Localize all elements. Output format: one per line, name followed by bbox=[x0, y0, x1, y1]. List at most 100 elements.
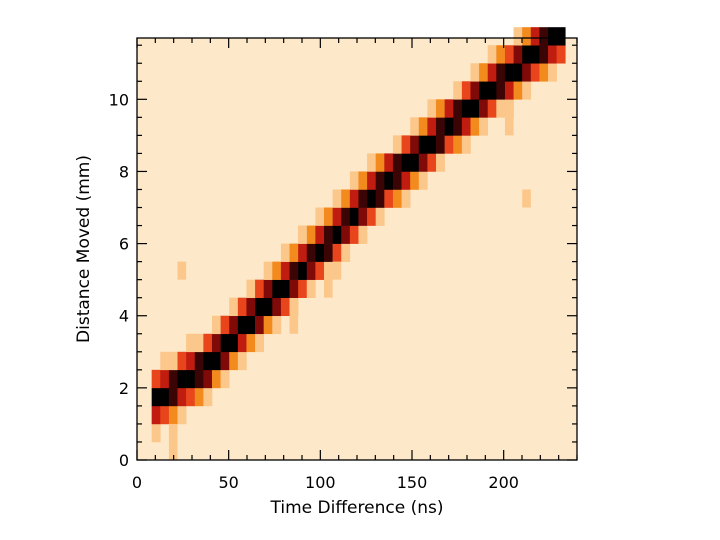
heatmap-cell bbox=[186, 369, 196, 389]
heatmap-cell bbox=[160, 351, 170, 371]
heatmap-cell bbox=[401, 189, 411, 208]
heatmap-cell bbox=[194, 351, 204, 371]
x-tick-label: 150 bbox=[397, 473, 428, 492]
heatmap-cell bbox=[461, 117, 471, 136]
heatmap-cell bbox=[203, 369, 213, 389]
heatmap-cell bbox=[220, 369, 230, 389]
heatmap-cell bbox=[289, 297, 299, 317]
heatmap-cell bbox=[298, 279, 308, 298]
heatmap-cell bbox=[427, 117, 437, 136]
heatmap-cell bbox=[177, 405, 187, 425]
x-tick-label: 50 bbox=[218, 473, 238, 492]
heatmap-cell bbox=[539, 63, 549, 82]
heatmap-cell bbox=[177, 387, 187, 407]
heatmap-cell bbox=[272, 297, 282, 317]
y-tick-label: 8 bbox=[119, 162, 129, 181]
heatmap-cell bbox=[427, 135, 437, 154]
heatmap-cell bbox=[203, 351, 213, 371]
heatmap-cells bbox=[151, 27, 566, 460]
heatmap-cell bbox=[410, 117, 420, 136]
heatmap-cell bbox=[461, 135, 471, 154]
heatmap-cell bbox=[444, 99, 454, 118]
heatmap-cell bbox=[436, 99, 445, 118]
heatmap-cell bbox=[177, 351, 187, 371]
heatmap-cell bbox=[522, 81, 532, 100]
heatmap-cell bbox=[341, 243, 351, 262]
heatmap-cell bbox=[522, 27, 532, 46]
heatmap-cell bbox=[487, 63, 497, 82]
heatmap-cell bbox=[151, 423, 161, 443]
heatmap-cell bbox=[427, 99, 437, 118]
heatmap-cell bbox=[168, 405, 178, 425]
heatmap-cell bbox=[470, 99, 480, 118]
heatmap-cell bbox=[522, 63, 532, 82]
heatmap-cell bbox=[349, 171, 359, 190]
heatmap-cell bbox=[306, 243, 316, 262]
heatmap-cell bbox=[556, 27, 566, 46]
heatmap-cell bbox=[255, 333, 264, 353]
heatmap-cell bbox=[237, 333, 247, 353]
heatmap-cell bbox=[530, 63, 540, 82]
heatmap-cell bbox=[341, 189, 351, 208]
heatmap-cell bbox=[556, 45, 566, 64]
heatmap-cell bbox=[229, 297, 239, 317]
heatmap-cell bbox=[332, 243, 342, 262]
heatmap-cell bbox=[530, 27, 540, 46]
heatmap-cell bbox=[444, 117, 454, 136]
heatmap-cell bbox=[203, 333, 213, 353]
heatmap-cell bbox=[349, 225, 359, 244]
heatmap-cell bbox=[444, 135, 454, 154]
heatmap-cell bbox=[229, 315, 239, 335]
heatmap-cell bbox=[436, 135, 445, 154]
heatmap-cell bbox=[229, 333, 239, 353]
heatmap-cell bbox=[470, 117, 480, 136]
heatmap-cell bbox=[280, 243, 290, 262]
heatmap-cell bbox=[384, 189, 394, 208]
heatmap-cell bbox=[418, 117, 428, 136]
heatmap-cell bbox=[151, 369, 161, 389]
heatmap-cell bbox=[401, 171, 411, 190]
heatmap-cell bbox=[367, 153, 376, 172]
x-tick-label: 100 bbox=[305, 473, 336, 492]
y-tick-label: 10 bbox=[109, 90, 129, 109]
heatmap-cell bbox=[324, 279, 333, 298]
heatmap-cell bbox=[539, 45, 549, 64]
heatmap-cell bbox=[255, 297, 264, 317]
heatmap-cell bbox=[453, 81, 463, 100]
heatmap-cell bbox=[298, 261, 308, 280]
heatmap-cell bbox=[496, 99, 506, 118]
heatmap-cell bbox=[263, 297, 273, 317]
heatmap-cell bbox=[513, 45, 523, 64]
x-tick-label: 0 bbox=[132, 473, 142, 492]
heatmap-cell bbox=[358, 171, 368, 190]
heatmap-cell bbox=[539, 27, 549, 46]
heatmap-cell bbox=[358, 225, 368, 244]
heatmap-cell bbox=[392, 135, 402, 154]
heatmap-cell bbox=[410, 135, 420, 154]
heatmap-cell bbox=[324, 207, 333, 226]
heatmap-cell bbox=[522, 45, 532, 64]
heatmap-cell bbox=[504, 99, 514, 118]
heatmap-cell bbox=[203, 387, 213, 407]
heatmap-cell bbox=[436, 117, 445, 136]
heatmap-cell bbox=[461, 81, 471, 100]
heatmap-cell bbox=[237, 297, 247, 317]
heatmap-cell bbox=[341, 225, 351, 244]
heatmap-cell bbox=[151, 387, 161, 407]
heatmap-cell bbox=[255, 279, 264, 298]
heatmap-cell bbox=[246, 333, 256, 353]
x-tick-label: 200 bbox=[488, 473, 519, 492]
heatmap-cell bbox=[487, 81, 497, 100]
heatmap-cell bbox=[332, 225, 342, 244]
heatmap-cell bbox=[306, 225, 316, 244]
heatmap-cell bbox=[384, 153, 394, 172]
heatmap-cell bbox=[160, 387, 170, 407]
heatmap-cell bbox=[168, 369, 178, 389]
heatmap-cell bbox=[237, 351, 247, 371]
heatmap-cell bbox=[436, 153, 445, 172]
heatmap-cell bbox=[220, 351, 230, 371]
heatmap-cell bbox=[427, 153, 437, 172]
heatmap-cell bbox=[401, 135, 411, 154]
heatmap-cell bbox=[487, 45, 497, 64]
heatmap-cell bbox=[324, 225, 333, 244]
